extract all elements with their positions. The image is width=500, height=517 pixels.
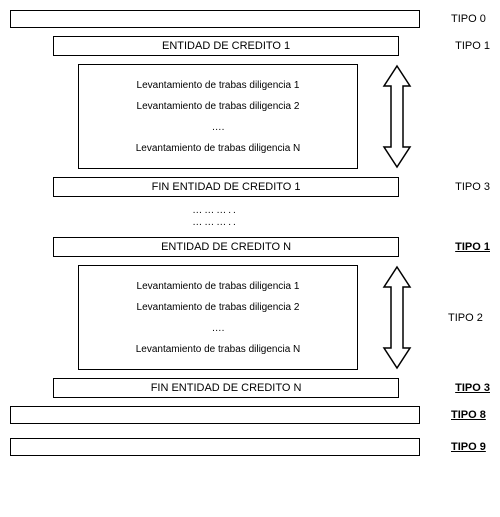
dots-line1: ……….. xyxy=(10,205,420,217)
box-tipo9 xyxy=(10,438,420,456)
text-entidadN: ENTIDAD DE CREDITO N xyxy=(161,241,291,253)
label-tipo1: TIPO 1 xyxy=(455,40,490,52)
box-entidad1: ENTIDAD DE CREDITO 1 xyxy=(53,36,399,56)
box-entidadN: ENTIDAD DE CREDITO N xyxy=(53,237,399,257)
detailN-ellipsis: …. xyxy=(212,323,225,334)
text-fin-entidad1: FIN ENTIDAD DE CREDITO 1 xyxy=(152,181,301,193)
detailN-line2: Levantamiento de trabas diligencia 2 xyxy=(137,302,300,313)
detail-box-1: Levantamiento de trabas diligencia 1 Lev… xyxy=(78,64,358,169)
label-tipo9: TIPO 9 xyxy=(451,441,486,453)
dots-line2: ……….. xyxy=(10,217,420,229)
row-fin-entidadN: FIN ENTIDAD DE CREDITO N TIPO 3 xyxy=(10,378,490,398)
row-tipo9: TIPO 9 xyxy=(10,438,490,456)
row-entidadN: ENTIDAD DE CREDITO N TIPO 1 xyxy=(10,237,490,257)
box-tipo8 xyxy=(10,406,420,424)
label-tipo2: TIPO 2 xyxy=(448,312,483,324)
row-entidad1: ENTIDAD DE CREDITO 1 TIPO 1 xyxy=(10,36,490,56)
diagram-root: TIPO 0 ENTIDAD DE CREDITO 1 TIPO 1 Levan… xyxy=(10,10,490,456)
label-tipo0: TIPO 0 xyxy=(451,13,486,25)
label-tipo1b: TIPO 1 xyxy=(455,241,490,253)
text-entidad1: ENTIDAD DE CREDITO 1 xyxy=(162,40,290,52)
row-detailN: Levantamiento de trabas diligencia 1 Lev… xyxy=(10,265,490,370)
text-fin-entidadN: FIN ENTIDAD DE CREDITO N xyxy=(151,382,302,394)
detail1-line2: Levantamiento de trabas diligencia 2 xyxy=(137,101,300,112)
separator-dots: ……….. ……….. xyxy=(10,205,420,229)
detailN-line1: Levantamiento de trabas diligencia 1 xyxy=(137,281,300,292)
detail1-ellipsis: …. xyxy=(212,122,225,133)
label-tipo8: TIPO 8 xyxy=(451,409,486,421)
box-tipo0 xyxy=(10,10,420,28)
detailN-lineN: Levantamiento de trabas diligencia N xyxy=(136,344,301,355)
row-tipo8: TIPO 8 xyxy=(10,406,490,424)
row-fin-entidad1: FIN ENTIDAD DE CREDITO 1 TIPO 3 xyxy=(10,177,490,197)
detail1-line1: Levantamiento de trabas diligencia 1 xyxy=(137,80,300,91)
row-tipo0: TIPO 0 xyxy=(10,10,490,28)
double-arrow-icon xyxy=(382,64,412,169)
detail1-lineN: Levantamiento de trabas diligencia N xyxy=(136,143,301,154)
double-arrow-icon xyxy=(382,265,412,370)
box-fin-entidadN: FIN ENTIDAD DE CREDITO N xyxy=(53,378,399,398)
box-fin-entidad1: FIN ENTIDAD DE CREDITO 1 xyxy=(53,177,399,197)
label-tipo3: TIPO 3 xyxy=(455,181,490,193)
row-detail1: Levantamiento de trabas diligencia 1 Lev… xyxy=(10,64,490,169)
detail-box-N: Levantamiento de trabas diligencia 1 Lev… xyxy=(78,265,358,370)
label-tipo3b: TIPO 3 xyxy=(455,382,490,394)
